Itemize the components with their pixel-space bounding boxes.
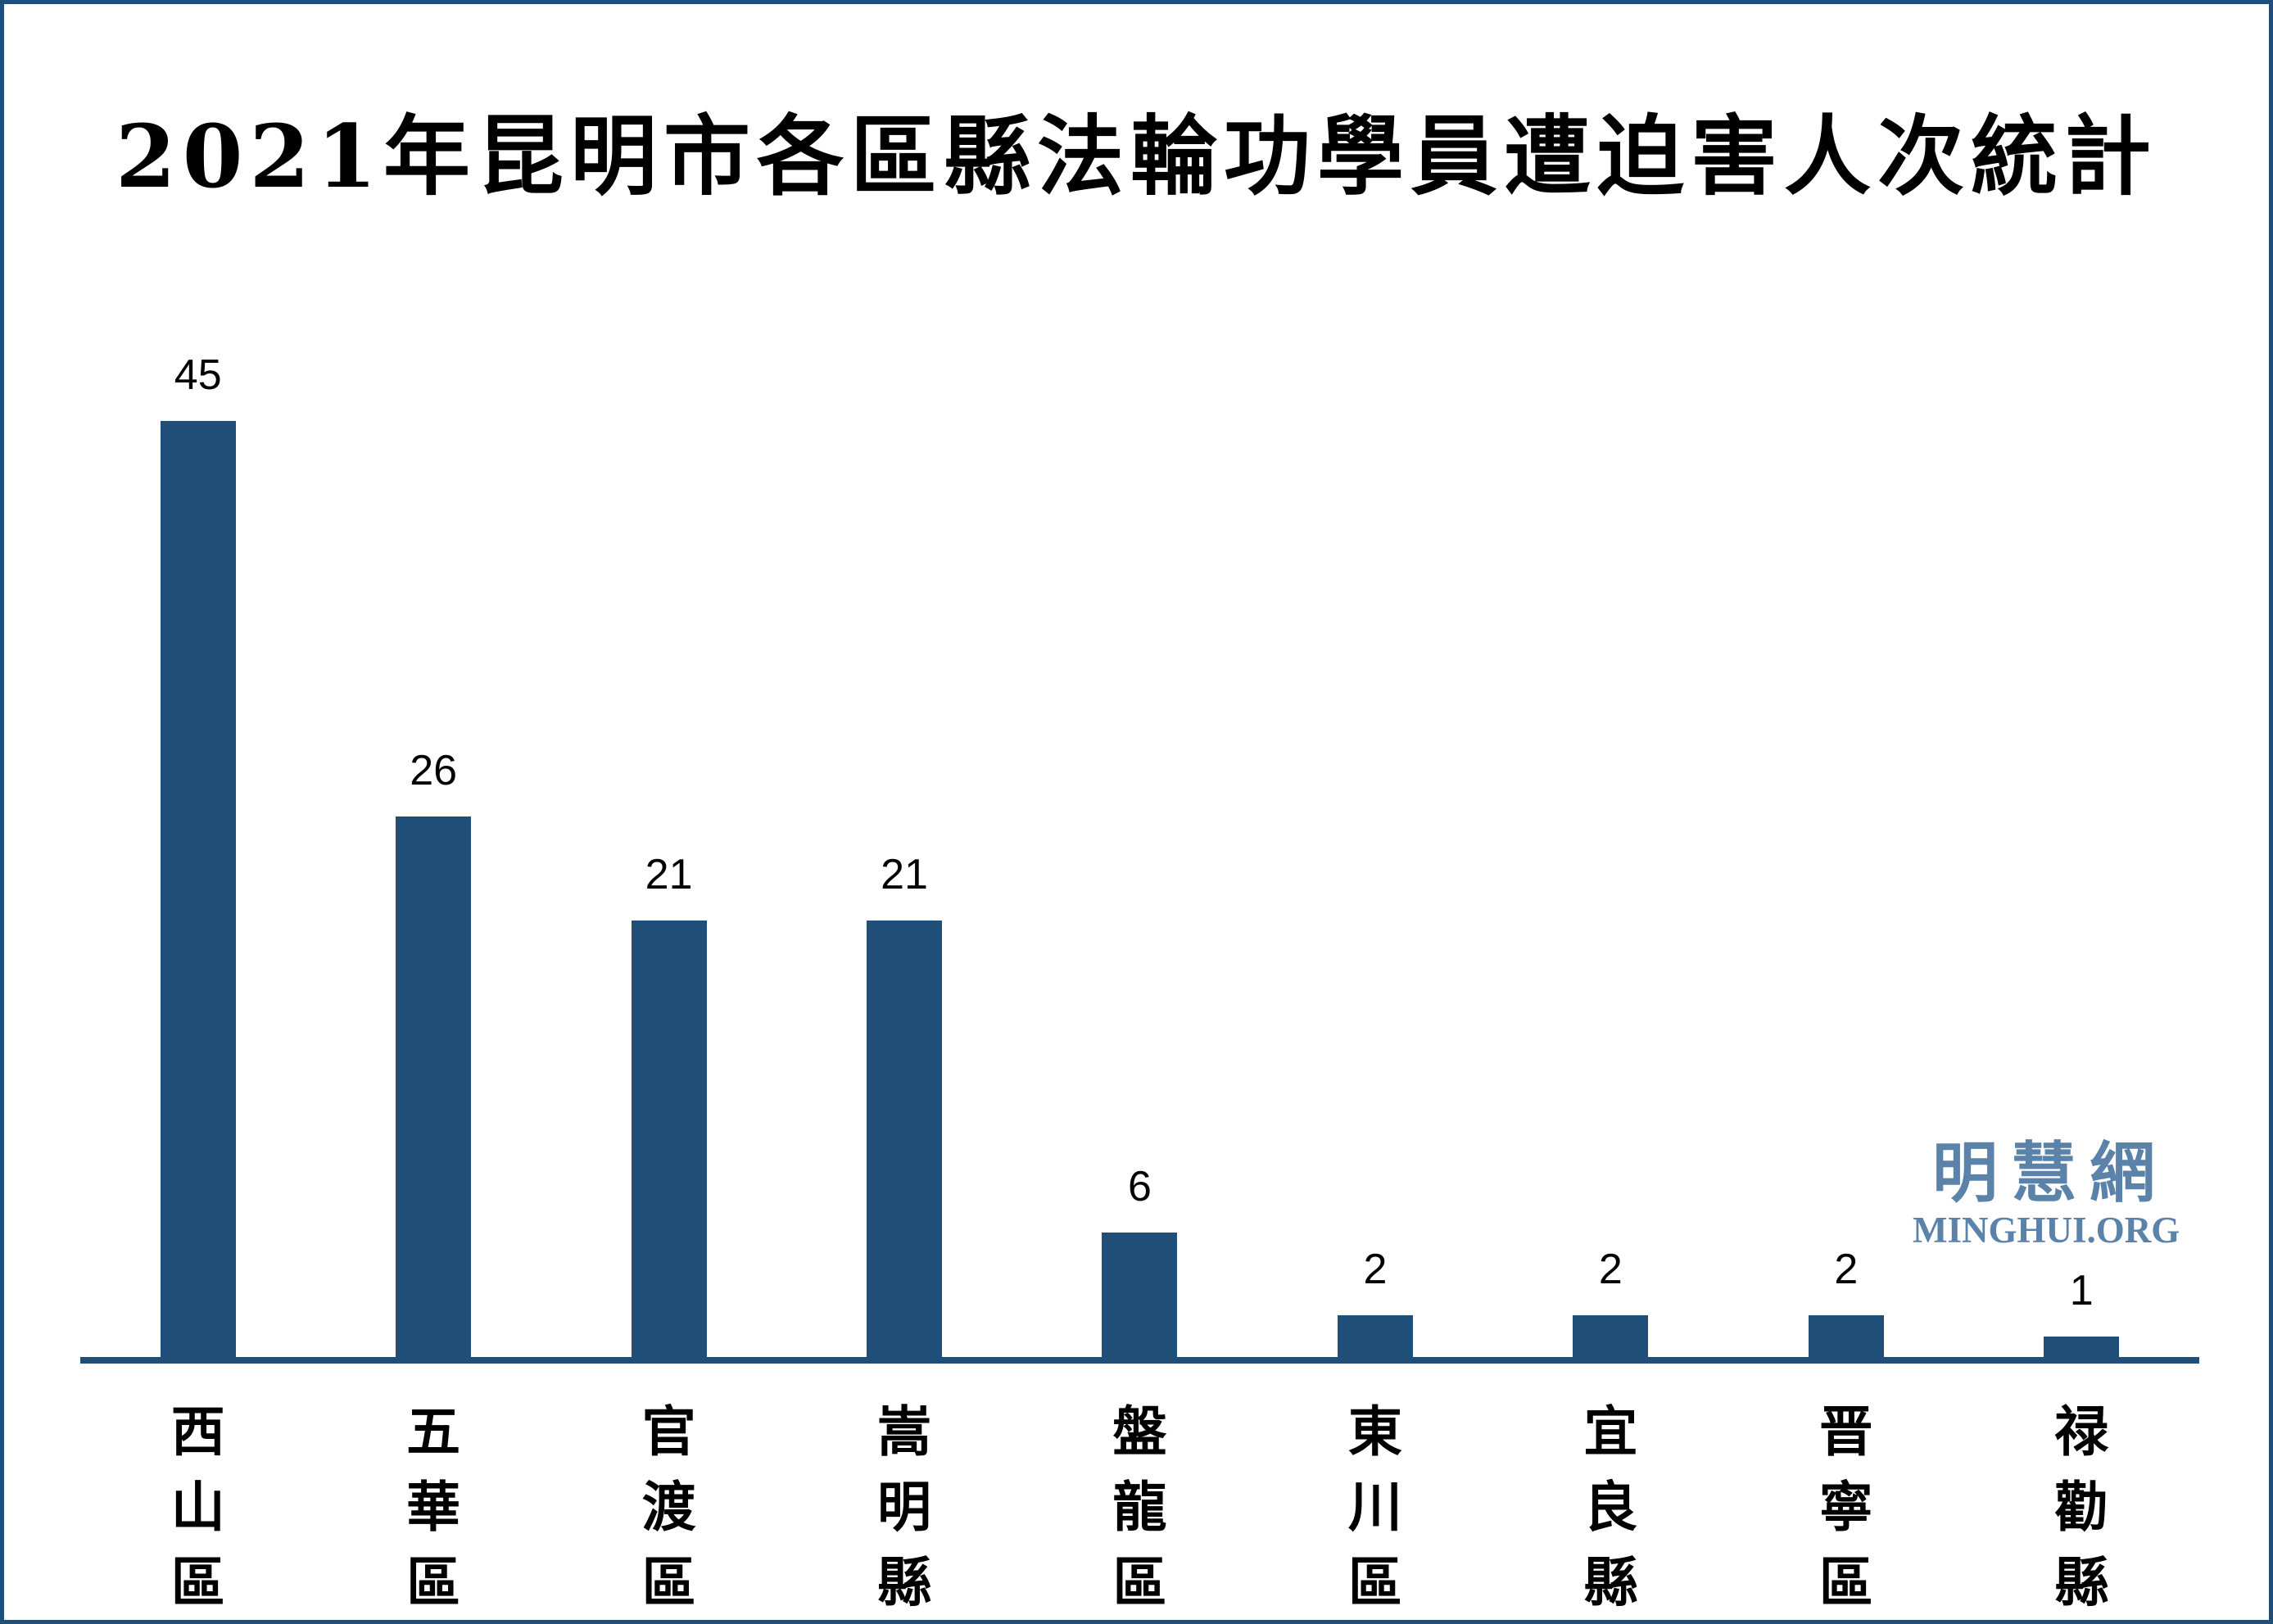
category-label-char: 禄	[2054, 1400, 2109, 1463]
bar-column: 2	[1257, 170, 1492, 1357]
bar-column: 21	[551, 170, 786, 1357]
bar	[1808, 1315, 1884, 1357]
bar-value-label: 21	[645, 851, 693, 898]
bar	[396, 817, 472, 1357]
category-label-char: 區	[1818, 1550, 1873, 1614]
category-label-char: 官	[641, 1400, 696, 1463]
category-labels-row: 西山區五華區官渡區嵩明縣盤龍區東川區宜良縣晋寧區禄勸縣	[80, 1394, 2199, 1620]
bar-column: 6	[1022, 170, 1257, 1357]
bar	[2044, 1337, 2120, 1357]
category-label-char: 勸	[2054, 1475, 2109, 1539]
bar-value-label: 2	[1598, 1246, 1623, 1293]
category-label-char: 縣	[877, 1550, 932, 1614]
category-label-char: 區	[1347, 1550, 1402, 1614]
category-label-char: 區	[1112, 1550, 1167, 1614]
category-label: 晋寧區	[1728, 1394, 1963, 1620]
category-label: 西山區	[80, 1394, 315, 1620]
bar-column: 26	[315, 170, 550, 1357]
bar-value-label: 6	[1128, 1163, 1152, 1210]
category-label-char: 良	[1583, 1475, 1638, 1539]
bar-column: 45	[80, 170, 315, 1357]
category-label: 禄勸縣	[1964, 1394, 2199, 1620]
minghui-logo-url-text: MINGHUI.ORG	[1913, 1210, 2180, 1251]
bar-value-label: 1	[2069, 1267, 2094, 1314]
bar	[631, 921, 707, 1357]
bar-value-label: 21	[881, 851, 928, 898]
chart-title: 2021年昆明市各區縣法輪功學員遭迫害人次統計	[115, 105, 2158, 207]
category-label-char: 晋	[1818, 1400, 1873, 1463]
category-label-char: 山	[170, 1475, 225, 1539]
bar-value-label: 2	[1363, 1246, 1388, 1293]
category-label-char: 華	[406, 1475, 461, 1539]
category-label-char: 區	[406, 1550, 461, 1614]
category-label: 東川區	[1257, 1394, 1492, 1620]
minghui-logo-cjk-text: 明慧網	[1932, 1134, 2168, 1211]
category-label-char: 區	[170, 1550, 225, 1614]
bar	[160, 421, 236, 1357]
category-label-char: 川	[1347, 1475, 1402, 1539]
category-label-char: 東	[1347, 1400, 1402, 1463]
category-label-char: 縣	[2054, 1550, 2109, 1614]
category-label-char: 五	[406, 1400, 461, 1463]
category-label-char: 盤	[1112, 1400, 1167, 1463]
category-label-char: 龍	[1112, 1475, 1167, 1539]
minghui-watermark: 明慧網 MINGHUI.ORG	[1913, 1134, 2180, 1251]
bar	[1573, 1315, 1649, 1357]
bar	[1337, 1315, 1413, 1357]
category-label: 官渡區	[551, 1394, 786, 1620]
bar	[867, 921, 943, 1357]
category-label: 五華區	[315, 1394, 550, 1620]
category-label: 嵩明縣	[786, 1394, 1021, 1620]
category-label-char: 寧	[1818, 1475, 1873, 1539]
bar-column: 21	[786, 170, 1021, 1357]
category-label: 盤龍區	[1022, 1394, 1257, 1620]
category-label-char: 區	[641, 1550, 696, 1614]
bar-value-label: 26	[410, 747, 458, 794]
x-axis-line	[80, 1357, 2199, 1364]
bars-area: 45 26 21 21 6 2 2 2 1	[80, 170, 2199, 1357]
bar-column: 2	[1493, 170, 1728, 1357]
category-label-char: 宜	[1583, 1400, 1638, 1463]
bar-column: 1	[1964, 170, 2199, 1357]
category-label-char: 渡	[641, 1475, 696, 1539]
category-label-char: 明	[877, 1475, 932, 1539]
bar	[1102, 1233, 1178, 1357]
bar-value-label: 45	[174, 351, 222, 399]
bar-column: 2	[1728, 170, 1963, 1357]
category-label-char: 西	[170, 1400, 225, 1463]
bar-value-label: 2	[1834, 1246, 1859, 1293]
category-label-char: 縣	[1583, 1550, 1638, 1614]
category-label-char: 嵩	[877, 1400, 932, 1463]
category-label: 宜良縣	[1493, 1394, 1728, 1620]
